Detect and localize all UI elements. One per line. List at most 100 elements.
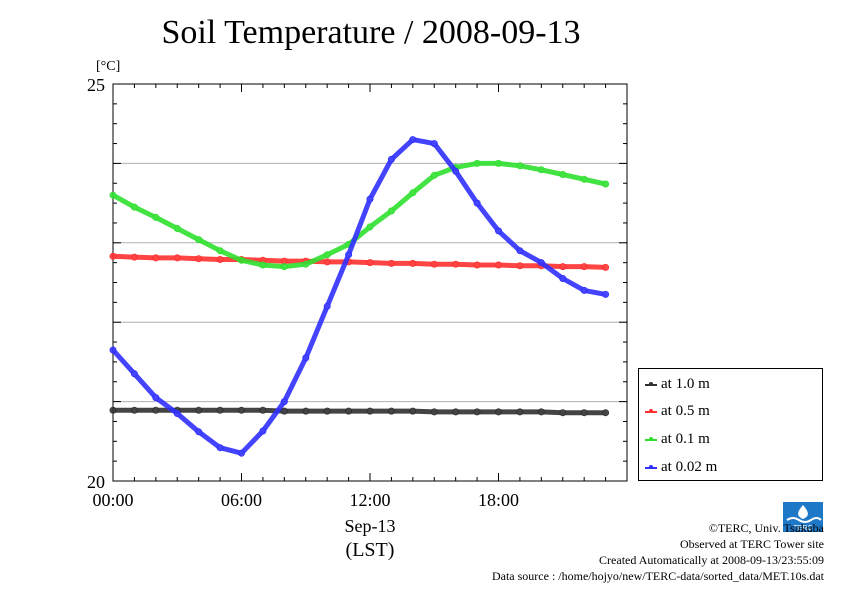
y-axis-label: [°C] bbox=[96, 59, 120, 74]
x-tick-label: 12:00 bbox=[349, 490, 390, 510]
credit-source: Data source : /home/hojyo/new/TERC-data/… bbox=[491, 569, 824, 583]
credit-site: Observed at TERC Tower site bbox=[679, 537, 824, 551]
data-point bbox=[430, 408, 438, 416]
data-point bbox=[323, 258, 331, 266]
series-line bbox=[110, 253, 609, 270]
y-tick-label-bottom: 20 bbox=[87, 472, 105, 492]
data-point bbox=[537, 259, 545, 267]
data-point bbox=[152, 406, 160, 414]
legend-item-0-1m: at 0.1 m bbox=[645, 430, 710, 448]
data-point bbox=[516, 162, 524, 170]
legend-label-0-1m: at 0.1 m bbox=[661, 431, 710, 447]
data-point bbox=[580, 286, 588, 294]
x-unit-label: (LST) bbox=[346, 539, 395, 561]
data-point bbox=[259, 406, 267, 414]
data-point bbox=[559, 263, 567, 271]
data-point bbox=[259, 427, 267, 435]
data-point bbox=[473, 199, 481, 207]
series-line bbox=[110, 137, 609, 456]
data-point bbox=[537, 408, 545, 416]
data-point bbox=[130, 203, 138, 211]
data-point bbox=[495, 227, 502, 235]
legend-item-0-02m: at 0.02 m bbox=[645, 458, 717, 476]
data-point bbox=[559, 275, 567, 282]
data-point bbox=[559, 171, 567, 178]
data-point bbox=[452, 260, 460, 268]
data-point bbox=[152, 254, 160, 262]
legend-swatch-1m bbox=[645, 381, 657, 386]
series-at-0-5-m bbox=[109, 252, 610, 271]
y-tick-label-top: 25 bbox=[87, 75, 105, 95]
data-point bbox=[195, 255, 203, 263]
series-line bbox=[110, 407, 609, 416]
data-point bbox=[366, 407, 374, 415]
legend: at 1.0 m at 0.5 m at 0.1 m at 0.02 m bbox=[638, 368, 823, 481]
data-point bbox=[323, 302, 331, 310]
series-at-0-02-m bbox=[109, 136, 610, 457]
data-point bbox=[366, 223, 374, 231]
data-point bbox=[602, 290, 610, 298]
series-at-1-0-m bbox=[109, 406, 610, 417]
data-point bbox=[152, 394, 160, 402]
logo-text: TERC bbox=[793, 525, 812, 532]
data-point bbox=[130, 406, 138, 414]
data-point bbox=[216, 444, 224, 452]
data-point bbox=[516, 247, 524, 255]
legend-swatch-0-02m bbox=[645, 464, 657, 469]
x-tick-label: 00:00 bbox=[92, 490, 133, 510]
data-point bbox=[216, 406, 224, 414]
data-point bbox=[409, 259, 417, 267]
data-point bbox=[495, 261, 502, 269]
data-point bbox=[409, 136, 417, 144]
legend-swatch-0-5m bbox=[645, 408, 657, 413]
data-point bbox=[195, 236, 203, 244]
data-point bbox=[345, 251, 353, 259]
data-point bbox=[109, 406, 117, 414]
data-point bbox=[238, 449, 245, 457]
data-point bbox=[602, 180, 610, 188]
data-point bbox=[238, 406, 245, 414]
data-point bbox=[409, 189, 417, 197]
data-point bbox=[366, 259, 374, 267]
data-point bbox=[430, 260, 438, 268]
credits: ©TERC, Univ. Tsukuba Observed at TERC To… bbox=[492, 520, 824, 584]
series-layer bbox=[109, 136, 610, 457]
legend-label-0-5m: at 0.5 m bbox=[661, 403, 710, 419]
data-point bbox=[280, 407, 288, 415]
data-point bbox=[259, 261, 267, 269]
data-point bbox=[302, 354, 310, 362]
data-point bbox=[345, 407, 353, 415]
data-point bbox=[409, 407, 417, 415]
data-point bbox=[323, 407, 331, 415]
data-point bbox=[473, 408, 481, 416]
data-point bbox=[430, 171, 438, 179]
data-point bbox=[280, 263, 288, 271]
data-point bbox=[495, 159, 502, 167]
data-point bbox=[173, 225, 181, 232]
axis-labels: 00:00 06:00 12:00 18:00 25 20 [°C] Sep-13 (LST) bbox=[87, 59, 519, 561]
legend-item-1m: at 1.0 m bbox=[645, 375, 710, 393]
data-point bbox=[302, 260, 310, 268]
data-point bbox=[387, 407, 395, 415]
data-point bbox=[580, 175, 588, 183]
data-point bbox=[130, 253, 138, 261]
legend-label-0-02m: at 0.02 m bbox=[661, 459, 718, 475]
data-point bbox=[580, 409, 588, 417]
data-point bbox=[516, 262, 524, 270]
data-point bbox=[323, 251, 331, 259]
data-point bbox=[280, 398, 288, 406]
credit-copyright: ©TERC, Univ. Tsukuba bbox=[708, 521, 824, 535]
credit-created: Created Automatically at 2008-09-13/23:5… bbox=[599, 553, 824, 567]
data-point bbox=[387, 259, 395, 267]
series-line bbox=[110, 160, 609, 270]
data-point bbox=[452, 167, 460, 175]
data-point bbox=[602, 263, 610, 271]
data-point bbox=[195, 428, 203, 436]
data-point bbox=[495, 408, 502, 416]
data-point bbox=[387, 207, 395, 215]
legend-swatch-0-1m bbox=[645, 436, 657, 441]
data-point bbox=[537, 166, 545, 174]
legend-item-0-5m: at 0.5 m bbox=[645, 402, 710, 420]
data-point bbox=[216, 247, 224, 255]
series-at-0-1-m bbox=[109, 159, 610, 271]
